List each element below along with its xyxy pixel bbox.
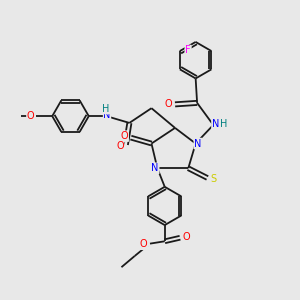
Text: O: O bbox=[140, 239, 147, 249]
Text: H: H bbox=[220, 119, 227, 129]
Text: S: S bbox=[211, 174, 217, 184]
Text: N: N bbox=[212, 119, 219, 129]
Text: O: O bbox=[27, 111, 34, 121]
Text: N: N bbox=[151, 163, 159, 173]
Text: O: O bbox=[165, 99, 172, 109]
Text: N: N bbox=[103, 110, 111, 120]
Text: F: F bbox=[185, 46, 191, 56]
Text: O: O bbox=[121, 131, 128, 141]
Text: N: N bbox=[194, 139, 202, 148]
Text: O: O bbox=[183, 232, 190, 242]
Text: H: H bbox=[102, 104, 110, 114]
Text: O: O bbox=[116, 141, 124, 151]
